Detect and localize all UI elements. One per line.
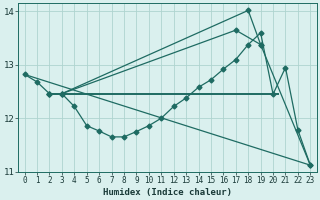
- X-axis label: Humidex (Indice chaleur): Humidex (Indice chaleur): [103, 188, 232, 197]
